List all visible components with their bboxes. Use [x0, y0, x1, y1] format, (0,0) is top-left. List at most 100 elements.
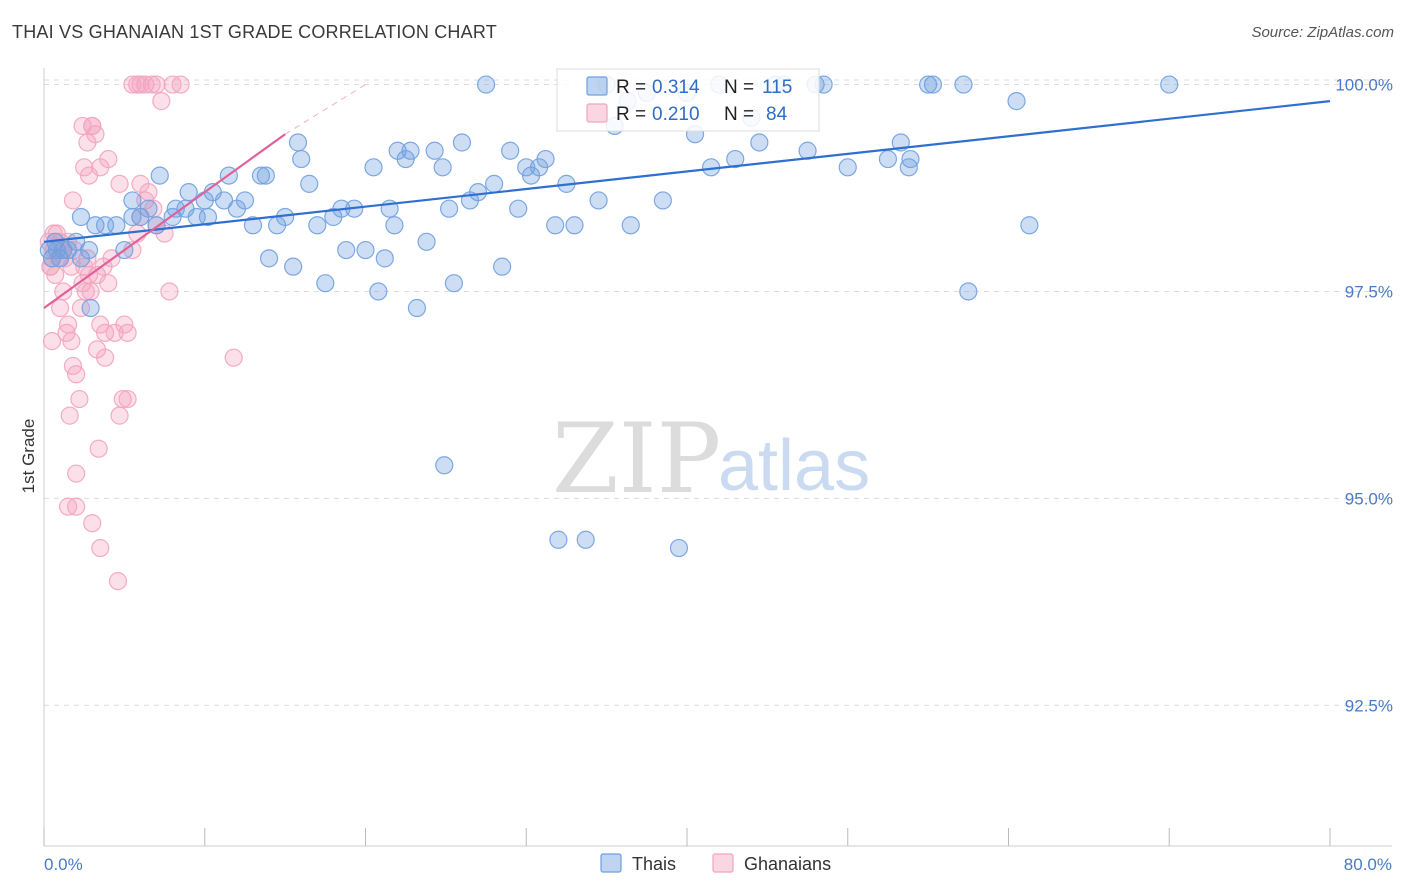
- stats-n-label-ghanaians: N =: [724, 104, 754, 125]
- point-thais: [139, 199, 158, 218]
- point-thais: [292, 149, 311, 169]
- point-thais: [452, 133, 472, 152]
- point-thais: [959, 282, 978, 301]
- trend-lines: [43, 84, 1331, 309]
- y-tick-label: 100.0%: [1335, 76, 1393, 95]
- point-thais: [251, 166, 271, 185]
- point-thais: [401, 141, 420, 160]
- point-thais: [198, 207, 218, 227]
- y-tick-label: 95.0%: [1345, 489, 1393, 508]
- x-tick-label-min: 0.0%: [44, 855, 83, 874]
- point-ghanaians: [81, 282, 100, 301]
- y-tick-labels: 92.5% 95.0% 97.5% 100.0%: [1335, 76, 1393, 716]
- point-ghanaians: [62, 332, 81, 351]
- point-thais: [954, 75, 973, 94]
- point-thais: [308, 216, 327, 235]
- point-thais: [509, 199, 528, 218]
- point-thais: [179, 183, 198, 202]
- point-thais: [417, 232, 436, 251]
- point-thais: [878, 149, 898, 169]
- point-thais: [79, 240, 99, 260]
- point-thais: [726, 149, 745, 169]
- axes: [43, 68, 1392, 847]
- point-ghanaians: [131, 174, 150, 193]
- point-ghanaians: [79, 166, 99, 185]
- point-thais: [288, 133, 308, 152]
- point-ghanaians: [152, 92, 171, 111]
- stats-legend: R = 0.314 N = 115 R = 0.210 N = 84: [556, 68, 820, 132]
- point-thais: [300, 174, 319, 193]
- point-thais: [546, 216, 565, 235]
- point-thais: [407, 298, 427, 318]
- stats-r-label-thais: R =: [616, 77, 646, 98]
- point-thais: [150, 166, 169, 185]
- grid: [44, 79, 1392, 706]
- trend-line-ghanaians: [43, 133, 286, 309]
- stats-r-value-thais: 0.314: [652, 77, 700, 98]
- stats-r-value-ghanaians: 0.210: [652, 104, 700, 125]
- source-label: Source: ZipAtlas.com: [1251, 24, 1394, 41]
- point-thais: [536, 149, 555, 169]
- point-ghanaians: [83, 514, 102, 533]
- point-thais: [750, 133, 769, 152]
- watermark-zip: ZIP: [552, 403, 721, 515]
- stats-n-value-thais: 115: [762, 77, 792, 98]
- point-thais: [375, 249, 394, 268]
- chart-title: THAI VS GHANAIAN 1ST GRADE CORRELATION C…: [12, 22, 497, 42]
- point-ghanaians: [91, 538, 110, 558]
- point-thais: [501, 141, 520, 160]
- point-ghanaians: [95, 348, 115, 367]
- point-thais: [493, 257, 512, 276]
- legend-swatch-ghanaians: [712, 853, 734, 873]
- point-ghanaians: [59, 315, 78, 334]
- point-thais: [356, 240, 375, 260]
- point-thais: [669, 538, 689, 558]
- point-ghanaians: [110, 406, 129, 425]
- point-thais: [316, 274, 335, 293]
- point-ghanaians: [171, 75, 190, 94]
- point-thais: [1160, 75, 1179, 94]
- point-thais: [485, 174, 504, 193]
- y-axis-label: 1st Grade: [19, 419, 38, 494]
- trend-line-ghanaians-extension: [284, 84, 366, 135]
- point-ghanaians: [67, 464, 86, 483]
- stats-swatch-ghanaians: [586, 103, 608, 123]
- point-ghanaians: [42, 332, 62, 351]
- point-thais: [444, 274, 464, 293]
- point-thais: [1020, 216, 1039, 235]
- point-ghanaians: [99, 149, 118, 169]
- stats-n-label-thais: N =: [724, 77, 754, 98]
- point-thais: [243, 216, 263, 235]
- point-ghanaians: [147, 75, 166, 94]
- stats-n-value-ghanaians: 84: [766, 104, 788, 125]
- point-ghanaians: [71, 298, 91, 318]
- point-thais: [71, 207, 91, 227]
- x-tick-label-max: 80.0%: [1344, 855, 1392, 874]
- point-thais: [81, 298, 100, 318]
- point-thais: [259, 249, 279, 268]
- y-tick-label: 97.5%: [1345, 282, 1393, 301]
- point-ghanaians: [67, 497, 86, 516]
- point-thais: [433, 158, 452, 177]
- stats-r-label-ghanaians: R =: [616, 104, 646, 125]
- point-ghanaians: [118, 323, 137, 342]
- bottom-legend: Thais Ghanaians: [600, 853, 831, 874]
- point-thais: [549, 530, 568, 549]
- point-thais: [919, 75, 938, 94]
- point-thais: [621, 216, 640, 235]
- point-thais: [923, 75, 943, 94]
- point-thais: [235, 191, 255, 210]
- point-ghanaians: [113, 389, 132, 409]
- point-ghanaians: [118, 389, 137, 409]
- point-ghanaians: [95, 323, 115, 342]
- point-ghanaians: [89, 439, 108, 458]
- point-thais: [576, 530, 595, 549]
- stats-swatch-thais: [586, 76, 608, 96]
- point-ghanaians: [60, 406, 79, 425]
- point-thais: [369, 282, 388, 301]
- stats-box: [556, 68, 820, 132]
- point-ghanaians: [67, 365, 86, 384]
- legend-swatch-thais: [600, 853, 622, 873]
- point-ghanaians: [54, 282, 73, 301]
